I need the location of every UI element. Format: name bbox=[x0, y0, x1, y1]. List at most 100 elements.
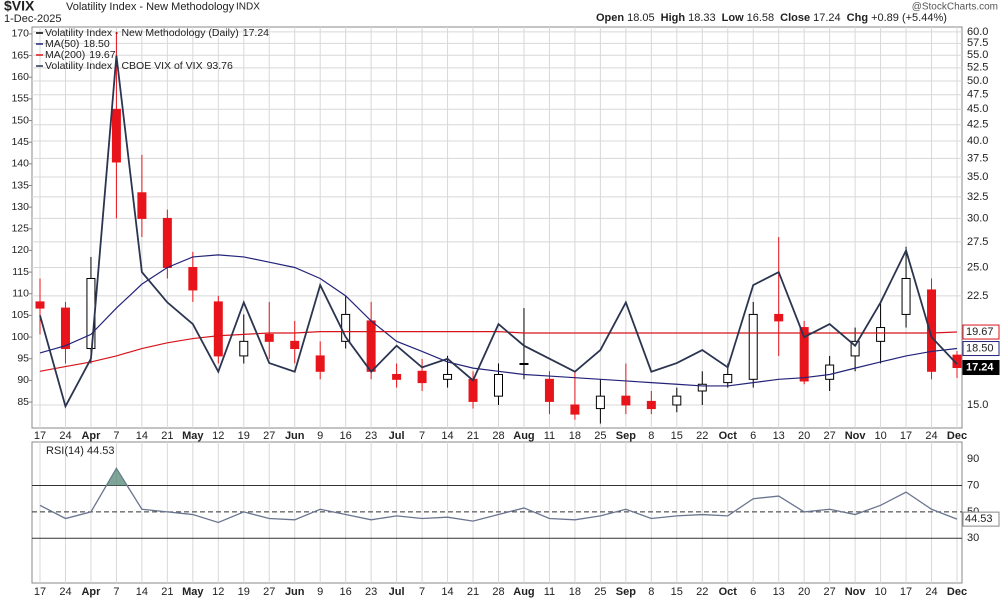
candle-body bbox=[901, 277, 911, 315]
y2-tick-label: 40.0 bbox=[967, 135, 988, 147]
x-tick-label: 23 bbox=[365, 430, 377, 442]
legend-label: Volatility Index - CBOE VIX of VIX bbox=[45, 60, 203, 72]
price-tag bbox=[962, 324, 1000, 340]
legend-label: MA(200) bbox=[45, 49, 85, 61]
rsi-line bbox=[39, 467, 958, 524]
candle-body bbox=[468, 378, 478, 402]
x-tick-label: 14 bbox=[441, 430, 453, 442]
x-tick-label: 8 bbox=[648, 586, 654, 598]
x-tick-label: 9 bbox=[317, 586, 323, 598]
candle-body bbox=[188, 266, 198, 291]
candle-body bbox=[443, 373, 453, 380]
candle-body bbox=[162, 217, 172, 268]
date: 1-Dec-2025 bbox=[4, 13, 61, 25]
x-tick-label: Dec bbox=[947, 586, 967, 598]
x-tick-label: 21 bbox=[161, 586, 173, 598]
y-tick-label: 120 bbox=[11, 244, 29, 256]
exchange: INDX bbox=[236, 2, 260, 13]
x-tick-label: 25 bbox=[594, 586, 606, 598]
x-tick-label: 21 bbox=[161, 430, 173, 442]
x-tick-label: Dec bbox=[947, 430, 967, 442]
y2-tick-label: 45.0 bbox=[967, 103, 988, 115]
y2-tick-label: 35.0 bbox=[967, 171, 988, 183]
x-tick-label: 25 bbox=[594, 430, 606, 442]
x-tick-label: 18 bbox=[569, 586, 581, 598]
y2-tick-label: 22.5 bbox=[967, 290, 988, 302]
y-tick-label: 165 bbox=[11, 49, 29, 61]
y-tick-label: 140 bbox=[11, 158, 29, 170]
rsi-title: RSI(14) 44.53 bbox=[46, 445, 114, 457]
candle-body bbox=[111, 108, 121, 163]
x-tick-label: 10 bbox=[874, 430, 886, 442]
x-tick-label: Jul bbox=[389, 430, 405, 442]
watermark: @StockCharts.com bbox=[912, 2, 998, 13]
x-tick-label: 17 bbox=[900, 586, 912, 598]
y-tick-label: 85 bbox=[17, 396, 29, 408]
y2-tick-label: 50.0 bbox=[967, 75, 988, 87]
legend-value: 93.76 bbox=[207, 60, 233, 72]
candle-body bbox=[570, 404, 580, 415]
x-tick-label: 7 bbox=[419, 586, 425, 598]
y-tick-label: 110 bbox=[12, 288, 29, 300]
y2-tick-label: 57.5 bbox=[967, 37, 988, 49]
x-tick-label: 24 bbox=[59, 586, 71, 598]
x-tick-label: 12 bbox=[212, 586, 224, 598]
x-tick-label: Aug bbox=[513, 586, 534, 598]
x-tick-label: 13 bbox=[773, 586, 785, 598]
candle-body bbox=[213, 301, 223, 357]
candle-body bbox=[494, 373, 503, 397]
x-tick-label: 22 bbox=[696, 430, 708, 442]
candle-body bbox=[392, 373, 402, 380]
price-tag-label: 17.24 bbox=[966, 361, 994, 373]
legend-label: Volatility Index - New Methodology (Dail… bbox=[45, 27, 239, 39]
y-tick-label: 170 bbox=[11, 28, 29, 40]
x-tick-label: 14 bbox=[441, 586, 453, 598]
candle-body bbox=[35, 301, 45, 309]
x-tick-label: 24 bbox=[925, 586, 937, 598]
x-tick-label: 7 bbox=[113, 430, 119, 442]
quote-label: Open bbox=[596, 12, 624, 24]
y2-tick-label: 42.5 bbox=[967, 119, 988, 131]
price-tag-label: 18.50 bbox=[966, 342, 994, 354]
y2-tick-label: 25.0 bbox=[967, 261, 988, 273]
x-tick-label: 24 bbox=[925, 430, 937, 442]
x-tick-label: 16 bbox=[340, 430, 352, 442]
candle-body bbox=[799, 327, 809, 382]
x-tick-label: 14 bbox=[136, 586, 148, 598]
x-tick-label: Aug bbox=[513, 430, 534, 442]
x-tick-label: 11 bbox=[544, 586, 555, 598]
quote-label: Chg bbox=[847, 12, 868, 24]
y2-tick-label: 55.0 bbox=[967, 49, 988, 61]
x-tick-label: 22 bbox=[696, 586, 708, 598]
candle-body bbox=[646, 400, 656, 410]
symbol: $VIX bbox=[4, 0, 35, 14]
candle-body bbox=[723, 373, 733, 384]
x-tick-label: 16 bbox=[340, 586, 352, 598]
quote-label: High bbox=[661, 12, 686, 24]
x-tick-label: 27 bbox=[824, 586, 836, 598]
y-tick-label: 95 bbox=[17, 352, 29, 364]
x-tick-label: 20 bbox=[798, 430, 810, 442]
x-tick-label: 28 bbox=[492, 586, 504, 598]
x-tick-label: 14 bbox=[136, 430, 148, 442]
x-tick-label: 21 bbox=[467, 430, 479, 442]
candle-body bbox=[290, 340, 300, 350]
x-tick-label: 17 bbox=[34, 586, 46, 598]
x-tick-label: 19 bbox=[238, 430, 250, 442]
x-tick-label: 6 bbox=[750, 430, 756, 442]
legend-value: 19.67 bbox=[89, 49, 115, 61]
price-tag-label: 19.67 bbox=[966, 326, 994, 338]
x-tick-label: 15 bbox=[671, 430, 683, 442]
price-tag-label: 44.53 bbox=[965, 513, 993, 525]
line-series bbox=[39, 55, 958, 409]
candle-body bbox=[672, 395, 682, 406]
security-name: Volatility Index - New Methodology bbox=[66, 1, 235, 13]
x-tick-label: 13 bbox=[773, 430, 785, 442]
x-tick-label: 17 bbox=[900, 430, 912, 442]
line-series bbox=[39, 331, 958, 372]
price-tag bbox=[962, 341, 1000, 357]
candle-body bbox=[264, 333, 274, 342]
x-tick-label: 10 bbox=[874, 586, 886, 598]
candle-body bbox=[927, 289, 937, 372]
